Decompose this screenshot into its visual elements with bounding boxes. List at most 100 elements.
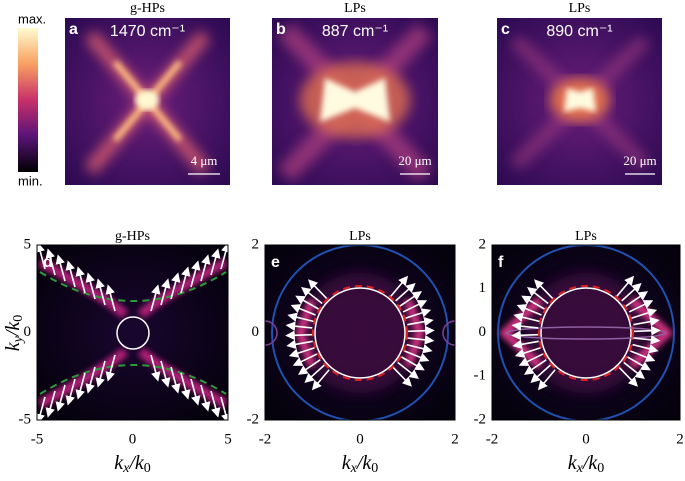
arrow: [200, 384, 211, 412]
arrow: [190, 260, 201, 288]
x-tick-label: 0: [582, 431, 590, 447]
arrow: [210, 248, 221, 276]
x-tick-label: 0: [356, 431, 364, 447]
arrow: [55, 384, 66, 412]
arrow: [285, 321, 313, 331]
axis-label-part: x: [576, 461, 584, 476]
y-tick-label: 5: [24, 236, 32, 252]
frequency: 887 cm⁻¹: [322, 23, 388, 40]
y-tick-label: 0: [252, 324, 260, 340]
image-c: [497, 18, 662, 185]
y-tick-label: 0: [24, 324, 32, 340]
arrow: [45, 248, 56, 276]
frame: [491, 244, 681, 421]
arrow: [511, 330, 539, 341]
arrow: [160, 360, 171, 388]
y-tick-label: -1: [474, 368, 487, 384]
arrow: [231, 241, 237, 263]
arrow: [628, 300, 654, 313]
arrow: [160, 278, 171, 306]
y-tick-label: -5: [19, 411, 32, 427]
arrow: [295, 295, 319, 310]
arrow: [406, 343, 433, 354]
arrow: [105, 284, 116, 312]
arrow: [287, 312, 314, 323]
y-axis-label: ky/k0: [2, 315, 27, 352]
axis-label-part: k: [568, 452, 578, 474]
y-tick-label: -2: [247, 411, 260, 427]
arrow: [37, 396, 46, 420]
axis-label-part: /k: [356, 452, 373, 474]
arrow: [399, 291, 423, 307]
arrow: [407, 316, 434, 327]
y-tick-label: 1: [479, 280, 487, 296]
arrow: [105, 354, 116, 382]
arrow: [407, 325, 435, 336]
arrow: [618, 366, 638, 387]
arrow: [516, 304, 542, 316]
scale-bar-label: 4 μm: [191, 153, 218, 168]
arrow: [621, 282, 642, 302]
arrow: [180, 266, 191, 294]
arrow: [65, 260, 76, 288]
arrow: [632, 343, 659, 354]
frequency: 890 cm⁻¹: [546, 23, 612, 40]
x-axis-label: kx/k0: [342, 452, 379, 477]
y-tick-label: 2: [479, 236, 487, 252]
axis-label-part: y: [11, 335, 26, 344]
arrow: [65, 378, 76, 406]
panel-letter: b: [276, 21, 286, 38]
arrow: [625, 291, 649, 307]
kspace-d: [37, 241, 237, 420]
arrow: [45, 390, 56, 418]
panel-letter: d: [43, 254, 53, 271]
axis-label-part: k: [342, 452, 352, 474]
arrow: [407, 335, 435, 345]
arrow: [630, 350, 656, 362]
arrow: [623, 361, 645, 380]
arrow: [37, 245, 46, 270]
arrow: [200, 254, 211, 282]
panel-letter: a: [69, 21, 78, 38]
scale-bar-label: 20 μm: [623, 153, 656, 168]
x-tick-label: 0: [129, 431, 137, 447]
arrow: [220, 245, 228, 270]
arrow: [75, 372, 86, 400]
x-tick-label: 2: [451, 431, 459, 447]
arrow: [523, 359, 547, 375]
arrow: [633, 335, 661, 345]
colorbar-max: max.: [18, 11, 46, 26]
colorbar: [18, 28, 38, 172]
arrow: [290, 304, 316, 316]
panel-title: g-HPs: [115, 229, 150, 244]
arrow: [95, 278, 106, 306]
x-axis-label: kx/k0: [568, 452, 605, 477]
x-axis-label: kx/k0: [114, 452, 151, 477]
arrow: [304, 364, 325, 384]
x-tick-label: 2: [676, 431, 684, 447]
arrow: [537, 369, 556, 391]
arrow: [521, 295, 545, 310]
arrow: [286, 339, 313, 350]
axis-label-part: 0: [371, 461, 378, 476]
y-tick-label: 2: [252, 236, 260, 252]
arrow: [530, 364, 551, 384]
axis-label-part: 0: [144, 461, 151, 476]
arrow: [220, 396, 228, 420]
kspace-e: [265, 245, 455, 420]
arrow: [301, 286, 323, 305]
arrow: [534, 279, 554, 300]
x-tick-label: -5: [31, 431, 44, 447]
arrow: [514, 347, 541, 358]
arrow: [397, 361, 419, 380]
x-tick-label: 5: [224, 431, 232, 447]
axis-label-part: x: [122, 461, 130, 476]
arrow: [616, 275, 635, 297]
arrow: [170, 366, 181, 394]
frequency: 1470 cm⁻¹: [110, 23, 185, 40]
axis-label-part: /k: [2, 321, 24, 338]
x-tick-label: -2: [259, 431, 272, 447]
panel-letter: e: [271, 254, 280, 271]
arrow: [527, 286, 549, 305]
